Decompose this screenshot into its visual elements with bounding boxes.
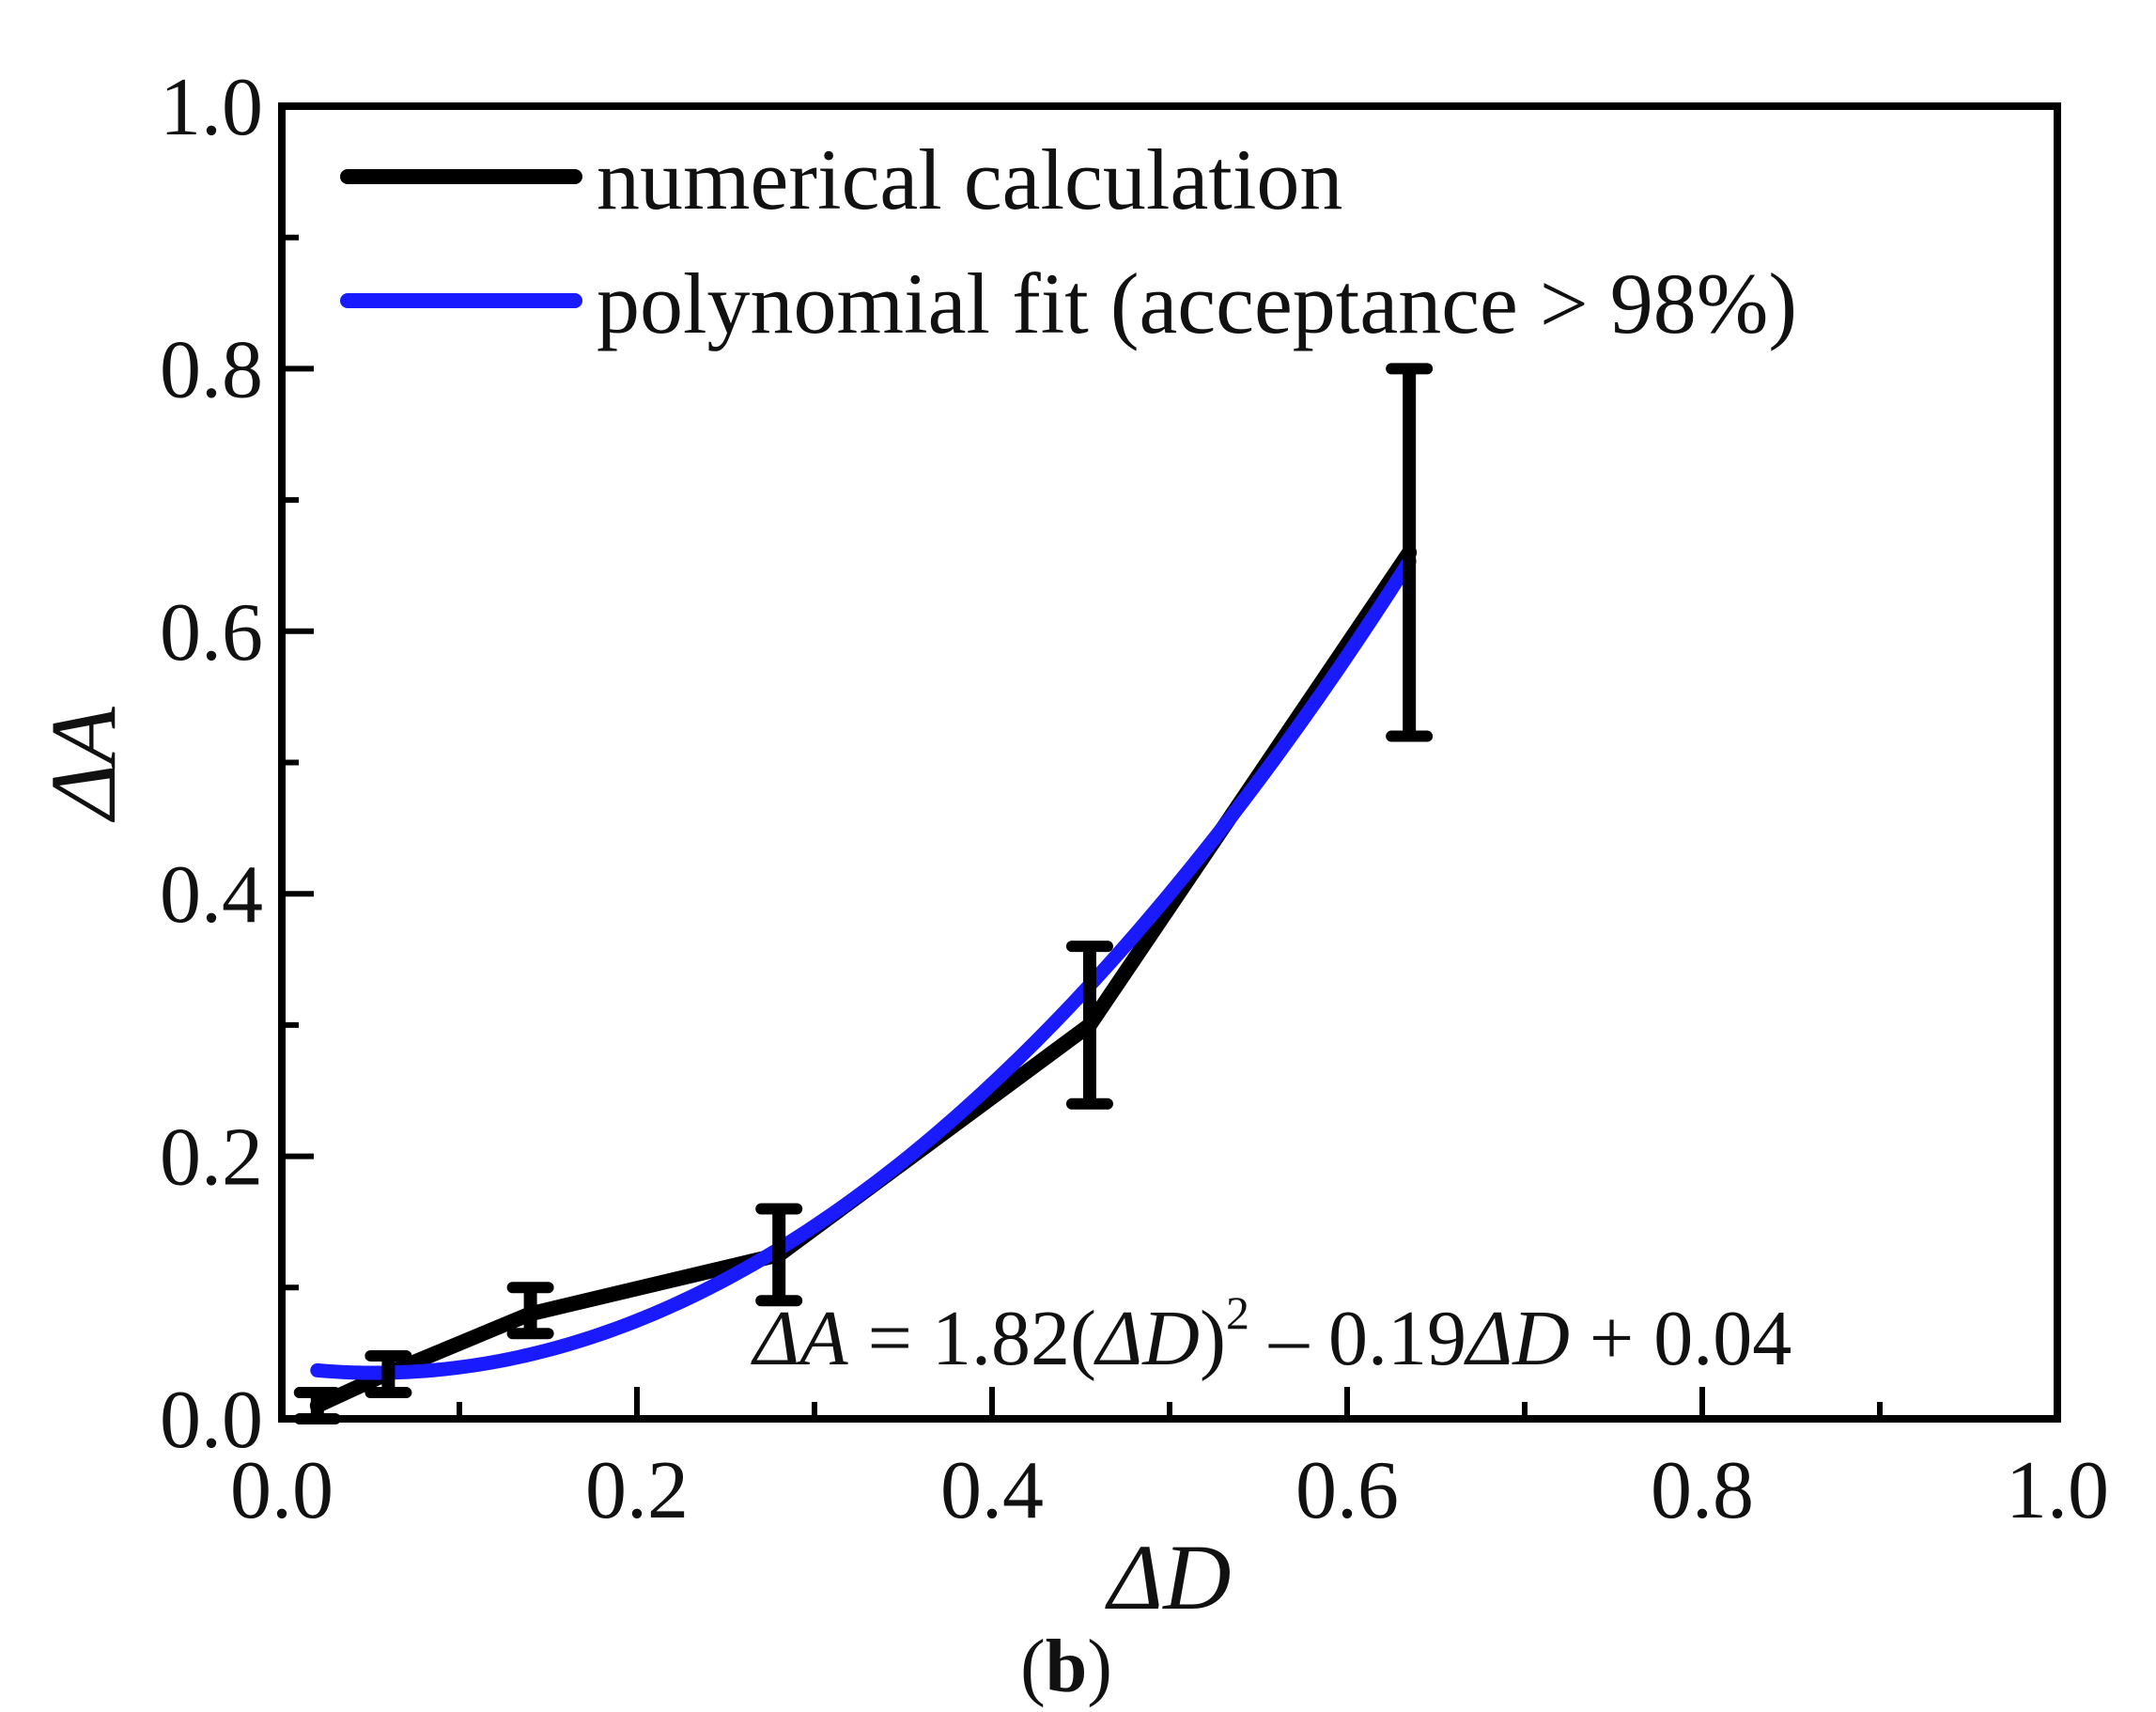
series-line-numerical-calculation: [309, 544, 1418, 1414]
y-axis-tick-labels: 0.0 0.2 0.4 0.6 0.8 1.0: [160, 62, 263, 1466]
error-bar: [506, 1282, 554, 1340]
error-bar: [1065, 941, 1113, 1110]
caption-close: ): [1087, 1626, 1112, 1708]
x-tick-label: 0.2: [585, 1445, 689, 1536]
caption-open: (: [1020, 1626, 1046, 1708]
x-tick-label: 0.6: [1295, 1445, 1399, 1536]
error-bar: [1386, 363, 1434, 742]
equation-exponent: 2: [1226, 1286, 1249, 1339]
equation-delta-d-1: ΔD: [1094, 1295, 1200, 1382]
x-axis-title: ΔD: [1105, 1525, 1232, 1629]
y-tick-label: 0.2: [160, 1113, 263, 1204]
x-tick-label: 1.0: [2006, 1445, 2109, 1536]
x-tick-label: 0.8: [1651, 1445, 1754, 1536]
equation-delta-d-2: ΔD: [1464, 1295, 1570, 1382]
y-axis-title: ΔA: [31, 706, 135, 823]
y-tick-label: 0.0: [160, 1375, 263, 1466]
x-tick-label: 0.4: [940, 1445, 1044, 1536]
equation-part-1: = 1.82(: [848, 1295, 1096, 1382]
legend: numerical calculation polynomial fit (ac…: [340, 132, 1797, 351]
y-tick-label: 1.0: [160, 62, 263, 153]
y-tick-label: 0.6: [160, 587, 263, 678]
error-bar: [755, 1203, 803, 1307]
equation-part-3: + 0.04: [1570, 1295, 1791, 1382]
equation-close-paren: ): [1200, 1295, 1226, 1382]
x-axis-tick-labels: 0.0 0.2 0.4 0.6 0.8 1.0: [230, 1445, 2109, 1536]
fit-equation: ΔA = 1.82(ΔD)2 – 0.19ΔD + 0.04: [751, 1286, 1791, 1382]
y-axis-ticks: [282, 103, 314, 1422]
error-bar: [293, 1387, 341, 1424]
equation-part-2: – 0.19: [1249, 1295, 1466, 1382]
error-bar: [365, 1349, 412, 1399]
series-layer: [293, 363, 1434, 1424]
legend-label-numerical-calculation: numerical calculation: [597, 132, 1342, 227]
series-line-polynomial-fit: [310, 553, 1417, 1380]
x-tick-label: 0.0: [230, 1445, 333, 1536]
y-tick-label: 0.4: [160, 849, 263, 941]
figure-caption: (b): [1020, 1626, 1112, 1708]
legend-label-polynomial-fit: polynomial fit (acceptance > 98%): [597, 256, 1797, 351]
x-axis-ticks: [279, 1387, 2060, 1419]
equation-lhs: ΔA: [751, 1295, 848, 1382]
caption-letter: b: [1046, 1626, 1088, 1708]
y-tick-label: 0.8: [160, 324, 263, 415]
